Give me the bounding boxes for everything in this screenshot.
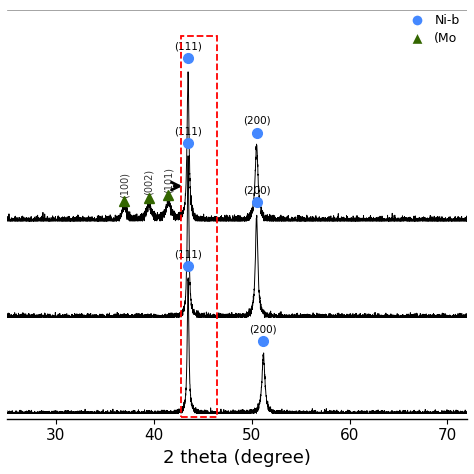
Text: (200): (200) — [243, 116, 270, 126]
X-axis label: 2 theta (degree): 2 theta (degree) — [163, 449, 311, 467]
Bar — [181, 36, 218, 418]
Text: (111): (111) — [174, 127, 202, 137]
Text: (111): (111) — [174, 41, 202, 51]
Text: (100): (100) — [119, 172, 129, 198]
Text: (111): (111) — [174, 250, 202, 260]
Text: (101): (101) — [164, 167, 173, 193]
Text: (200): (200) — [243, 185, 270, 195]
Text: (200): (200) — [250, 325, 277, 335]
Text: (002): (002) — [144, 169, 154, 195]
Legend: Ni-b, (Mo: Ni-b, (Mo — [403, 13, 461, 47]
